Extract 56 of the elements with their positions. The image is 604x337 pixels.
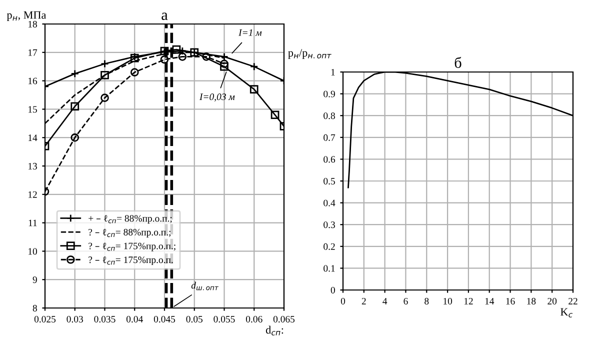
x-tick-label: 0.03 — [66, 316, 83, 323]
y-tick-label: 12 — [28, 191, 37, 198]
annotation: I=1 м — [238, 29, 262, 36]
y-axis-title: p$_{н}$, МПа — [6, 11, 46, 22]
y-tick-label: 0.9 — [324, 90, 335, 98]
x-tick-label: 6 — [404, 298, 408, 304]
x-tick-label: 14 — [485, 298, 494, 304]
y-tick-label: 0.4 — [324, 200, 336, 206]
x-tick-label: 0.04 — [126, 316, 143, 323]
x-axis-title: K$_{с}$ — [560, 308, 573, 318]
y-tick-label: 1 — [331, 68, 335, 76]
y-tick-label: 0.3 — [324, 222, 335, 228]
x-tick-label: 0.045 — [154, 316, 176, 323]
y-tick-label: 9 — [32, 276, 37, 284]
y-tick-label: 0.6 — [324, 156, 336, 163]
x-axis-title: d$_{сп}$: — [266, 326, 284, 336]
chart-title: а — [162, 12, 168, 20]
x-tick-label: 0.025 — [34, 316, 56, 323]
x-tick-label: 8 — [424, 298, 429, 304]
annotation: d$_{ш.опт}$ — [191, 282, 219, 290]
legend-label: ? – ℓ$_{сп}$= 88%пр.о.п.; — [88, 228, 170, 238]
y-tick-label: 0.1 — [324, 265, 335, 272]
x-tick-label: 0.035 — [94, 316, 116, 323]
y-tick-label: 13 — [28, 162, 37, 170]
x-tick-label: 0.05 — [186, 316, 202, 323]
legend-label: ? – ℓ$_{сп}$= 175%пр.о.п. — [88, 256, 173, 266]
x-tick-label: 0.055 — [214, 316, 235, 323]
x-tick-label: 0 — [340, 298, 346, 304]
y-tick-label: 16 — [28, 78, 38, 84]
x-tick-label: 16 — [506, 298, 515, 304]
legend-label: ? – ℓ$_{сп}$= 175%пр.о.п.; — [88, 242, 176, 252]
y-tick-label: 17 — [28, 49, 38, 56]
annotation: I=0,03 м — [199, 94, 235, 102]
y-tick-label: 14 — [28, 134, 38, 141]
y-tick-label: 10 — [28, 248, 37, 255]
x-tick-label: 0.06 — [246, 316, 262, 323]
y-tick-label: 0.7 — [324, 134, 336, 141]
x-tick-label: 12 — [464, 298, 473, 304]
y-tick-label: 0.2 — [324, 243, 335, 250]
x-tick-label: 10 — [444, 298, 452, 304]
y-tick-label: 0.8 — [324, 112, 335, 120]
y-tick-label: 0 — [330, 286, 335, 294]
y-tick-label: 0.5 — [324, 178, 335, 185]
y-axis-title: p$_{н}$/p$_{н.опт}$ — [288, 49, 332, 59]
x-tick-label: 4 — [382, 298, 388, 304]
x-tick-label: 22 — [568, 298, 578, 304]
legend-label: + – ℓ$_{сп}$= 88%пр.о.п.; — [88, 215, 172, 224]
y-tick-label: 18 — [28, 20, 37, 28]
chart-title: б — [454, 56, 462, 68]
y-tick-label: 8 — [32, 304, 37, 312]
x-tick-label: 0.065 — [273, 316, 295, 323]
x-tick-label: 18 — [527, 298, 536, 304]
y-tick-label: 15 — [28, 106, 37, 113]
y-tick-label: 11 — [28, 220, 37, 226]
x-tick-label: 2 — [362, 298, 366, 304]
x-tick-label: 20 — [548, 298, 557, 304]
